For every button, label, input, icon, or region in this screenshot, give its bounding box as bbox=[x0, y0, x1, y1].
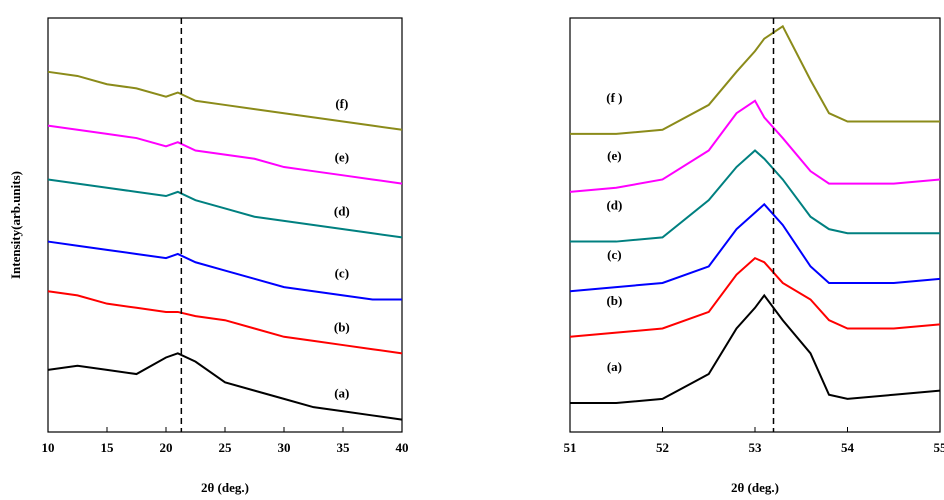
x-tick-label: 53 bbox=[749, 440, 763, 455]
series-label: (b) bbox=[606, 293, 622, 308]
series-label: (a) bbox=[334, 386, 349, 401]
series-label: (a) bbox=[607, 359, 622, 374]
x-tick-label: 52 bbox=[656, 440, 669, 455]
series-label: (b) bbox=[334, 319, 350, 334]
x-tick-label: 51 bbox=[564, 440, 577, 455]
data-line bbox=[570, 295, 940, 403]
series-label: (c) bbox=[607, 247, 621, 262]
x-tick-label: 30 bbox=[278, 440, 291, 455]
x-axis-label: 2θ (deg.) bbox=[731, 480, 779, 495]
x-tick-label: 54 bbox=[841, 440, 855, 455]
data-line bbox=[570, 101, 940, 192]
plot-frame bbox=[570, 18, 940, 432]
series-label: (d) bbox=[334, 203, 350, 218]
y-axis-label: Intensity(arb.units) bbox=[8, 171, 23, 279]
x-tick-label: 40 bbox=[396, 440, 409, 455]
series-label: (d) bbox=[606, 198, 622, 213]
x-tick-label: 25 bbox=[219, 440, 233, 455]
x-axis-label: 2θ (deg.) bbox=[201, 480, 249, 495]
series-label: (f ) bbox=[606, 90, 622, 105]
data-line bbox=[570, 150, 940, 241]
x-tick-label: 15 bbox=[101, 440, 115, 455]
x-tick-label: 35 bbox=[337, 440, 351, 455]
x-tick-label: 20 bbox=[160, 440, 173, 455]
data-line bbox=[570, 204, 940, 291]
data-line bbox=[570, 26, 940, 134]
figure: 10 15 20 25 30 35 40 2θ (deg.) Intensity(arb.uni… bbox=[0, 0, 944, 500]
series-label: (e) bbox=[607, 148, 621, 163]
x-tick-label: 10 bbox=[42, 440, 55, 455]
data-line bbox=[570, 258, 940, 337]
series-label: (e) bbox=[335, 150, 349, 165]
series-label: (f) bbox=[335, 96, 348, 111]
x-tick-label: 55 bbox=[934, 440, 944, 455]
data-line bbox=[48, 72, 402, 130]
series-label: (c) bbox=[335, 266, 349, 281]
